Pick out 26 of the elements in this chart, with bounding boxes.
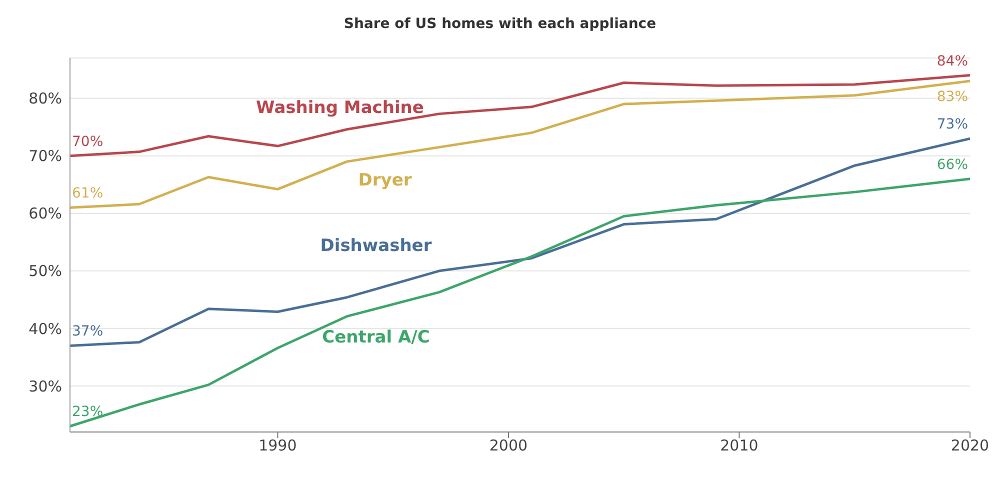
- y-tick-label: 80%: [28, 90, 62, 108]
- x-tick-label: 2000: [489, 436, 528, 455]
- data-label: 37%: [72, 324, 104, 340]
- data-label: 23%: [72, 404, 104, 420]
- line-series: [70, 137, 970, 347]
- chart-title: Share of US homes with each appliance: [342, 16, 658, 32]
- y-tick-label: 50%: [28, 262, 62, 280]
- line-series: [70, 74, 970, 158]
- x-tick-label: 2020: [950, 436, 990, 455]
- x-tick-label: 2010: [720, 436, 758, 455]
- series-label: Washing Machine: [256, 98, 424, 118]
- y-tick-label: 40%: [28, 320, 62, 338]
- series-label: Dishwasher: [320, 236, 432, 256]
- series-label: Central A/C: [322, 328, 430, 348]
- data-label: 83%: [936, 89, 968, 106]
- data-label: 66%: [936, 156, 968, 173]
- x-tick-label: 1990: [258, 436, 297, 455]
- series-label: Dryer: [358, 170, 412, 191]
- y-tick-label: 30%: [28, 377, 62, 396]
- data-label: 61%: [72, 186, 104, 202]
- data-label: 73%: [936, 116, 968, 133]
- y-tick-label: 70%: [28, 147, 62, 166]
- line-series: [70, 80, 970, 209]
- y-tick-label: 60%: [28, 204, 62, 223]
- data-label: 84%: [936, 53, 968, 70]
- data-label: 70%: [72, 134, 104, 150]
